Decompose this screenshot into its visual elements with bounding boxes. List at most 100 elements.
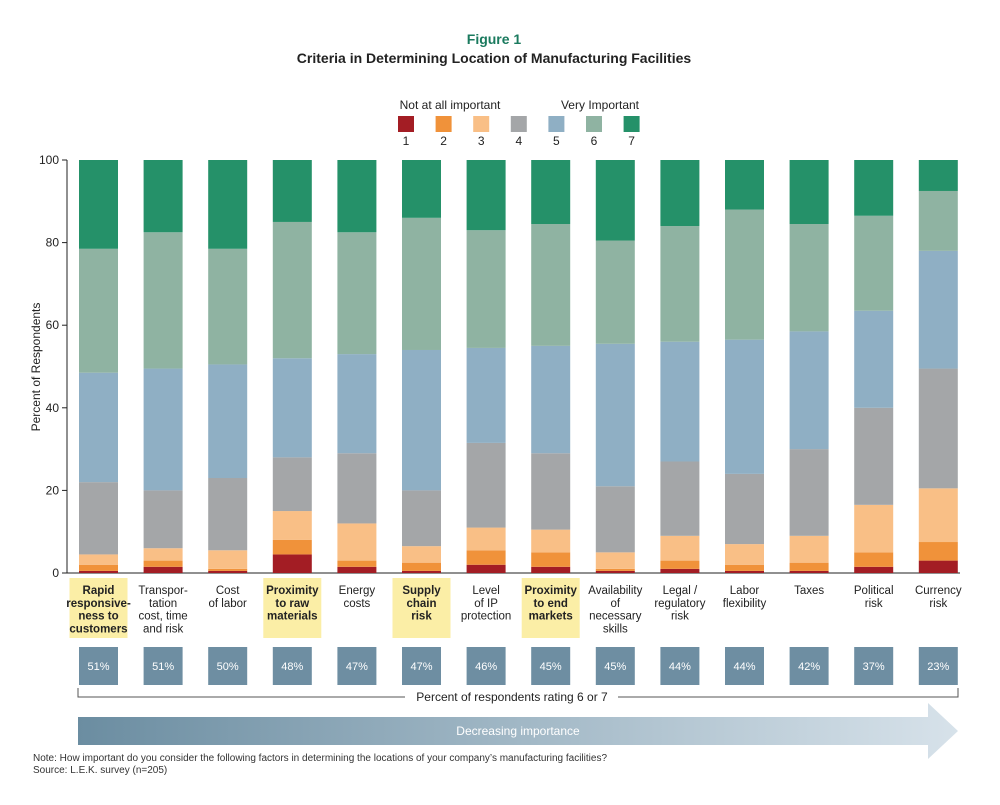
bar-segment-3 <box>143 548 183 561</box>
category-label: Proximity to end markets <box>524 585 577 623</box>
bar-segment-1 <box>531 566 571 573</box>
legend-low-label: Not at all important <box>400 98 501 112</box>
bar-segment-6 <box>789 224 829 332</box>
bar-segment-5 <box>854 310 894 408</box>
bar-segment-4 <box>918 368 958 489</box>
legend-swatch-7 <box>623 116 640 132</box>
percent-value: 46% <box>475 661 497 673</box>
percent-value: 42% <box>798 661 820 673</box>
legend-label-1: 1 <box>403 134 410 148</box>
category-label: Taxes <box>794 585 824 597</box>
bar-segment-3 <box>660 535 700 561</box>
bar-segment-4 <box>531 453 571 530</box>
bar-segment-1 <box>854 566 894 573</box>
bar-segment-2 <box>531 552 571 567</box>
category-label: Labor flexibility <box>723 585 767 610</box>
bar-segment-4 <box>660 461 700 536</box>
bar-segment-2 <box>337 560 377 567</box>
bar-segment-1 <box>595 570 635 573</box>
bar-segment-7 <box>143 160 183 233</box>
legend-label-2: 2 <box>440 134 447 148</box>
percent-box <box>337 647 377 685</box>
bar-segment-3 <box>337 523 377 561</box>
bar-stack <box>466 160 506 573</box>
bar-segment-5 <box>272 358 312 458</box>
percent-box <box>143 647 183 685</box>
legend: Not at all important Very Important 1 2 3 4… <box>398 98 640 148</box>
bar-segment-6 <box>208 248 248 365</box>
bar-segment-4 <box>402 490 441 547</box>
bar-segment-2 <box>466 550 506 565</box>
importance-arrow: Decreasing importance <box>78 703 958 759</box>
bar-stack <box>789 160 829 573</box>
note-text: Note: How important do you consider the … <box>33 753 607 764</box>
bar-stack <box>402 160 441 573</box>
bar-segment-7 <box>595 160 635 241</box>
bar-segment-6 <box>272 221 312 359</box>
percent-box <box>531 647 571 685</box>
legend-swatch-5 <box>548 116 565 132</box>
bar-segment-6 <box>660 226 700 342</box>
bar-segment-5 <box>660 341 700 462</box>
category-label: Currency risk <box>915 585 962 610</box>
figure-label: Figure 1 <box>467 31 522 47</box>
bar-segment-7 <box>660 160 700 227</box>
bar-segment-2 <box>595 568 635 571</box>
bar-segment-3 <box>789 535 829 563</box>
category-label: Level of IP protection <box>461 585 512 623</box>
bar-segment-3 <box>918 488 958 543</box>
bar-segment-3 <box>79 554 118 565</box>
legend-swatch-3 <box>473 116 490 132</box>
category-highlight <box>521 578 580 638</box>
bar-segment-1 <box>466 564 506 573</box>
y-tick-label: 0 <box>52 566 59 580</box>
bar-segment-2 <box>854 552 894 567</box>
bar-segment-7 <box>918 160 958 191</box>
category-highlight <box>263 578 322 638</box>
bar-segment-7 <box>402 160 441 218</box>
y-tick-label: 40 <box>46 401 60 415</box>
bar-stack <box>531 160 571 573</box>
percent-value: 37% <box>863 661 885 673</box>
bar-stack <box>208 160 248 573</box>
bar-segment-1 <box>789 570 829 573</box>
percent-box <box>854 647 894 685</box>
bar-segment-2 <box>208 568 248 571</box>
legend-label-7: 7 <box>628 134 635 148</box>
source-text: Source: L.E.K. survey (n=205) <box>33 765 167 776</box>
bracket-left-line <box>77 688 405 698</box>
bar-segment-3 <box>725 544 764 565</box>
arrow-shape <box>78 703 958 759</box>
category-highlight <box>392 578 451 638</box>
y-axis-label: Percent of Respondents <box>29 303 43 432</box>
bar-stack <box>854 160 894 573</box>
percent-boxes: 51% 51% 50% 48% 47% 47% 46% 45% 45% 44% 44% 42% 37% 2… <box>79 647 958 685</box>
percent-value: 50% <box>217 661 239 673</box>
percent-box <box>208 647 248 685</box>
bar-segment-2 <box>272 539 312 555</box>
bar-segment-4 <box>789 449 829 536</box>
bar-segment-2 <box>789 562 829 571</box>
bar-stack <box>79 160 118 573</box>
y-tick-label: 20 <box>46 483 60 497</box>
bar-stack <box>272 160 312 573</box>
legend-label-3: 3 <box>478 134 485 148</box>
percent-box <box>595 647 635 685</box>
bar-segment-3 <box>531 529 571 553</box>
y-tick-label: 60 <box>46 318 60 332</box>
bar-stack <box>143 160 183 573</box>
bar-segment-1 <box>402 570 441 573</box>
bar-stack <box>337 160 377 573</box>
bar-segment-4 <box>143 490 183 549</box>
percent-value: 45% <box>540 661 562 673</box>
bar-segment-3 <box>208 550 248 569</box>
bar-segment-3 <box>854 504 894 553</box>
y-tick-label: 80 <box>46 236 60 250</box>
percent-box <box>402 647 441 685</box>
percent-value: 23% <box>927 661 949 673</box>
bar-segment-6 <box>725 209 764 340</box>
category-label: Cost of labor <box>209 585 248 610</box>
percent-box <box>466 647 506 685</box>
category-label: Proximity to raw materials <box>266 585 319 623</box>
